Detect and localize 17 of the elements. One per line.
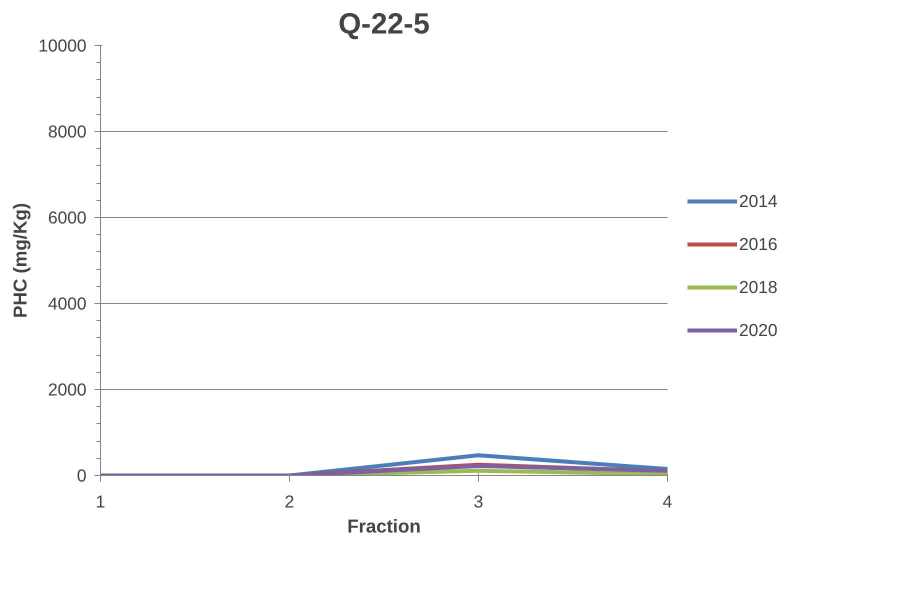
x-tick-label: 3: [474, 492, 484, 512]
y-tick-label: 6000: [48, 208, 87, 228]
x-axis-title: Fraction: [347, 516, 421, 536]
y-tick-label: 2000: [48, 380, 87, 400]
y-tick-label: 8000: [48, 122, 87, 142]
legend-label: 2018: [739, 276, 778, 298]
legend-label: 2016: [739, 234, 778, 254]
y-tick-label: 0: [76, 466, 87, 486]
x-tick-label: 1: [96, 492, 106, 512]
x-tick-label: 2: [284, 492, 294, 512]
y-axis-title: PHC (mg/Kg): [9, 202, 30, 318]
x-tick-label: 4: [662, 492, 673, 512]
y-tick-label: 4000: [48, 294, 87, 314]
y-tick-label: 10000: [38, 36, 86, 56]
chart-title: Q-22-5: [338, 8, 430, 40]
legend-label: 2014: [739, 190, 778, 212]
legend-label: 2020: [739, 320, 778, 340]
